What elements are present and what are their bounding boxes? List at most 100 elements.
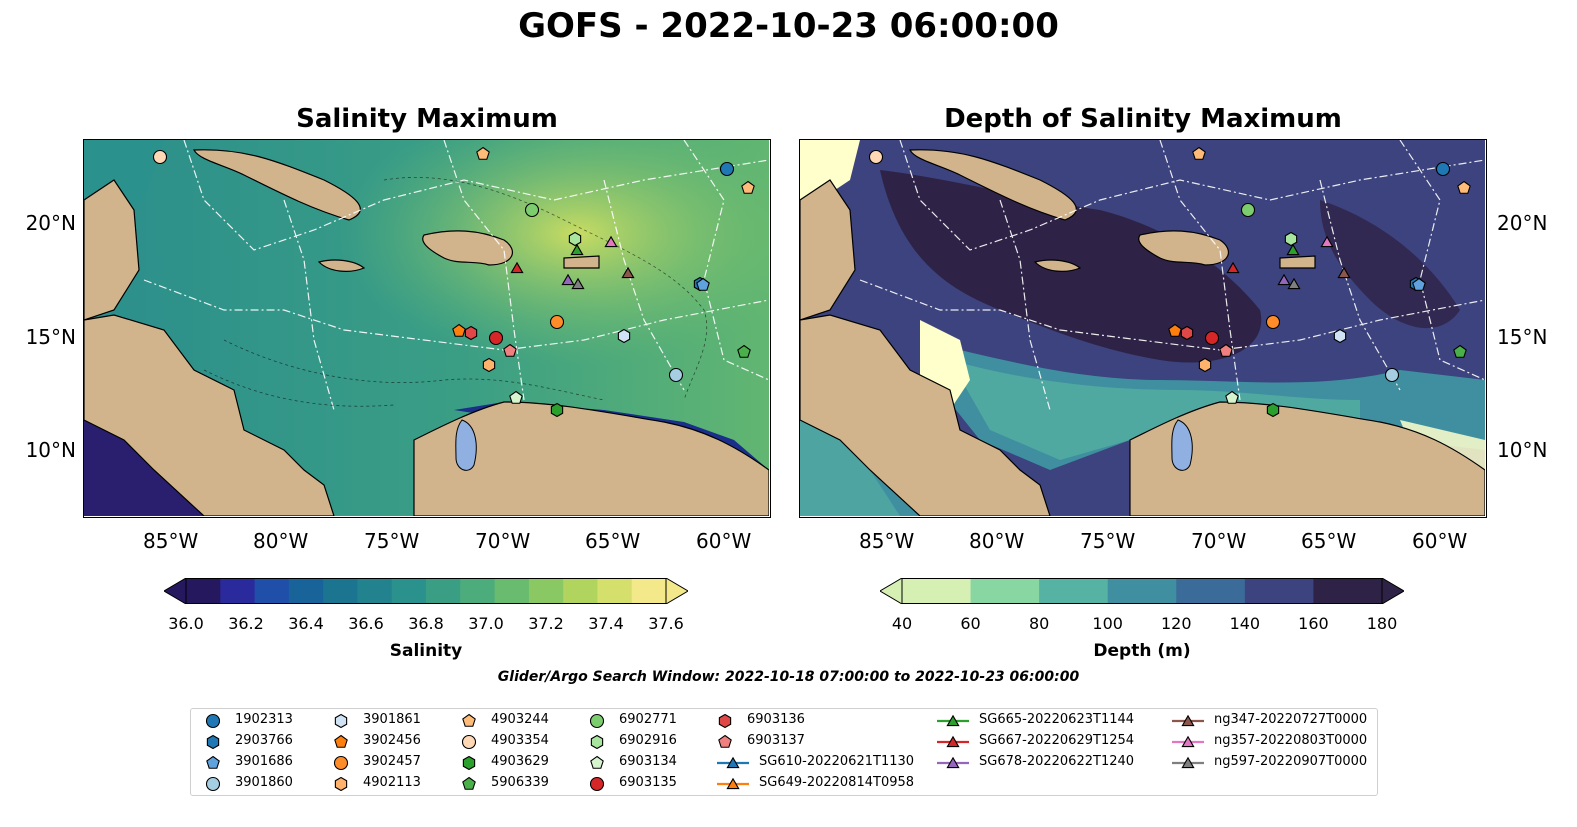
salinity-colorbar-segment [323, 578, 358, 604]
map-marker-4903629 [550, 402, 564, 418]
legend-marker-icon [206, 734, 220, 750]
depth-colorbar [879, 577, 1405, 605]
legend-label: 3901861 [363, 712, 421, 727]
legend-marker-icon [205, 713, 221, 729]
map-marker-5906339 [1453, 344, 1467, 358]
lon-tick-label: 80°W [253, 529, 309, 553]
lon-tick-label: 85°W [859, 529, 915, 553]
salinity-colorbar-tick-label: 37.4 [588, 614, 624, 633]
map-marker-3901861 [1333, 328, 1347, 344]
salinity-colorbar-segment [357, 578, 393, 604]
legend-marker-icon [589, 713, 605, 729]
map-marker-4903354 [152, 149, 168, 165]
map-marker-1902313 [1435, 161, 1451, 177]
salinity-colorbar-segment [426, 578, 461, 604]
legend-label: 2903766 [235, 733, 293, 748]
map-marker-4903629 [1266, 402, 1280, 418]
salinity-colorbar-tick-label: 36.6 [348, 614, 384, 633]
map-marker-4903244 [476, 146, 490, 160]
salinity-colorbar-tick-label: 36.4 [288, 614, 324, 633]
salinity-colorbar-segment [631, 578, 667, 604]
map-marker-SG667-20220629T1254 [1226, 261, 1240, 274]
salinity-colorbar-segment [460, 578, 496, 604]
lon-tick-label: 70°W [1191, 529, 1247, 553]
legend-marker-icon [334, 776, 348, 792]
map-marker-6903136 [1180, 325, 1194, 341]
legend-marker-icon [334, 713, 348, 729]
legend-label: 3901860 [235, 775, 293, 790]
map-marker-3902457 [549, 314, 565, 330]
salinity-colorbar-tick-label: 37.2 [528, 614, 564, 633]
map-marker-6903135 [1204, 330, 1220, 346]
lon-tick-label: 75°W [364, 529, 420, 553]
legend-label: 4903629 [491, 754, 549, 769]
legend-label: 6903136 [747, 712, 805, 727]
lon-tick-label: 60°W [696, 529, 752, 553]
legend-marker-icon [206, 755, 220, 769]
legend-marker-icon [718, 713, 732, 729]
map-marker-6903134 [509, 390, 523, 404]
legend-label: ng357-20220803T0000 [1214, 733, 1368, 748]
map-marker-4902113 [1198, 357, 1212, 373]
legend-label: 6903137 [747, 733, 805, 748]
depth-colorbar-segment [1244, 578, 1314, 604]
map-marker-6903135 [488, 330, 504, 346]
land-masses [84, 149, 769, 516]
lon-tick-label: 70°W [475, 529, 531, 553]
map-marker-SG665-20220623T1144 [570, 243, 584, 256]
marker-layer [152, 146, 755, 418]
salinity-colorbar [163, 577, 689, 605]
map-marker-6902771 [1240, 202, 1256, 218]
legend-marker-icon [461, 734, 477, 750]
map-marker-SG667-20220629T1254 [510, 261, 524, 274]
legend-label: 3902456 [363, 733, 421, 748]
lon-tick-label: 65°W [1301, 529, 1357, 553]
right-panel-title: Depth of Salinity Maximum [944, 104, 1342, 134]
map-marker-3902456 [452, 323, 466, 337]
depth-colorbar-tick-label: 60 [960, 614, 981, 633]
legend-label: ng597-20220907T0000 [1214, 754, 1368, 769]
legend-label: 6903135 [619, 775, 677, 790]
legend-label: SG649-20220814T0958 [759, 775, 915, 790]
map-marker-3901686 [696, 277, 710, 291]
legend-marker-icon [1172, 756, 1204, 769]
map-marker-3902456 [1168, 323, 1182, 337]
map-marker-SG678-20220622T1240 [561, 273, 575, 286]
salinity-colorbar-tick-label: 37.6 [648, 614, 684, 633]
legend-marker-icon [462, 776, 476, 790]
map-marker-3901686 [1412, 277, 1426, 291]
map-marker-6903137 [503, 343, 517, 357]
depth-colorbar-tick-label: 180 [1366, 614, 1398, 633]
salinity-colorbar-segment [597, 578, 633, 604]
marker-layer [868, 146, 1471, 418]
map-marker-SG678-20220622T1240 [1277, 273, 1291, 286]
legend-marker-icon [937, 735, 969, 748]
depth-colorbar-label: Depth (m) [1093, 641, 1191, 661]
lat-tick-label: 15°N [25, 325, 76, 349]
map-marker-1902313 [719, 161, 735, 177]
legend-marker-icon [1172, 714, 1204, 727]
salinity-colorbar-segment [254, 578, 290, 604]
legend-marker-icon [717, 777, 749, 790]
map-marker-3901860 [668, 367, 684, 383]
map-marker-ng357-20220803T0000 [604, 235, 618, 248]
legend-label: SG610-20220621T1130 [759, 754, 915, 769]
legend-marker-icon [590, 755, 604, 769]
lat-tick-label: 20°N [1497, 211, 1548, 235]
salinity-colorbar-segment [288, 578, 324, 604]
legend-label: 4903244 [491, 712, 549, 727]
land-masses [800, 149, 1485, 516]
depth-colorbar-tick-label: 80 [1028, 614, 1050, 633]
lon-tick-label: 80°W [969, 529, 1025, 553]
legend-marker-icon [333, 755, 349, 771]
depth-colorbar-segment [1176, 578, 1246, 604]
depth-colorbar-tick-label: 140 [1229, 614, 1261, 633]
map-marker-5906339 [737, 344, 751, 358]
salinity-colorbar-segment [220, 578, 256, 604]
depth-colorbar-tick-label: 40 [891, 614, 913, 633]
map-marker-ng347-20220727T0000 [1337, 266, 1351, 279]
lat-tick-label: 15°N [1497, 325, 1548, 349]
figure-title: GOFS - 2022-10-23 06:00:00 [518, 6, 1059, 46]
legend-label: ng347-20220727T0000 [1214, 712, 1368, 727]
map-marker-ng597-20220907T0000 [1287, 277, 1301, 290]
